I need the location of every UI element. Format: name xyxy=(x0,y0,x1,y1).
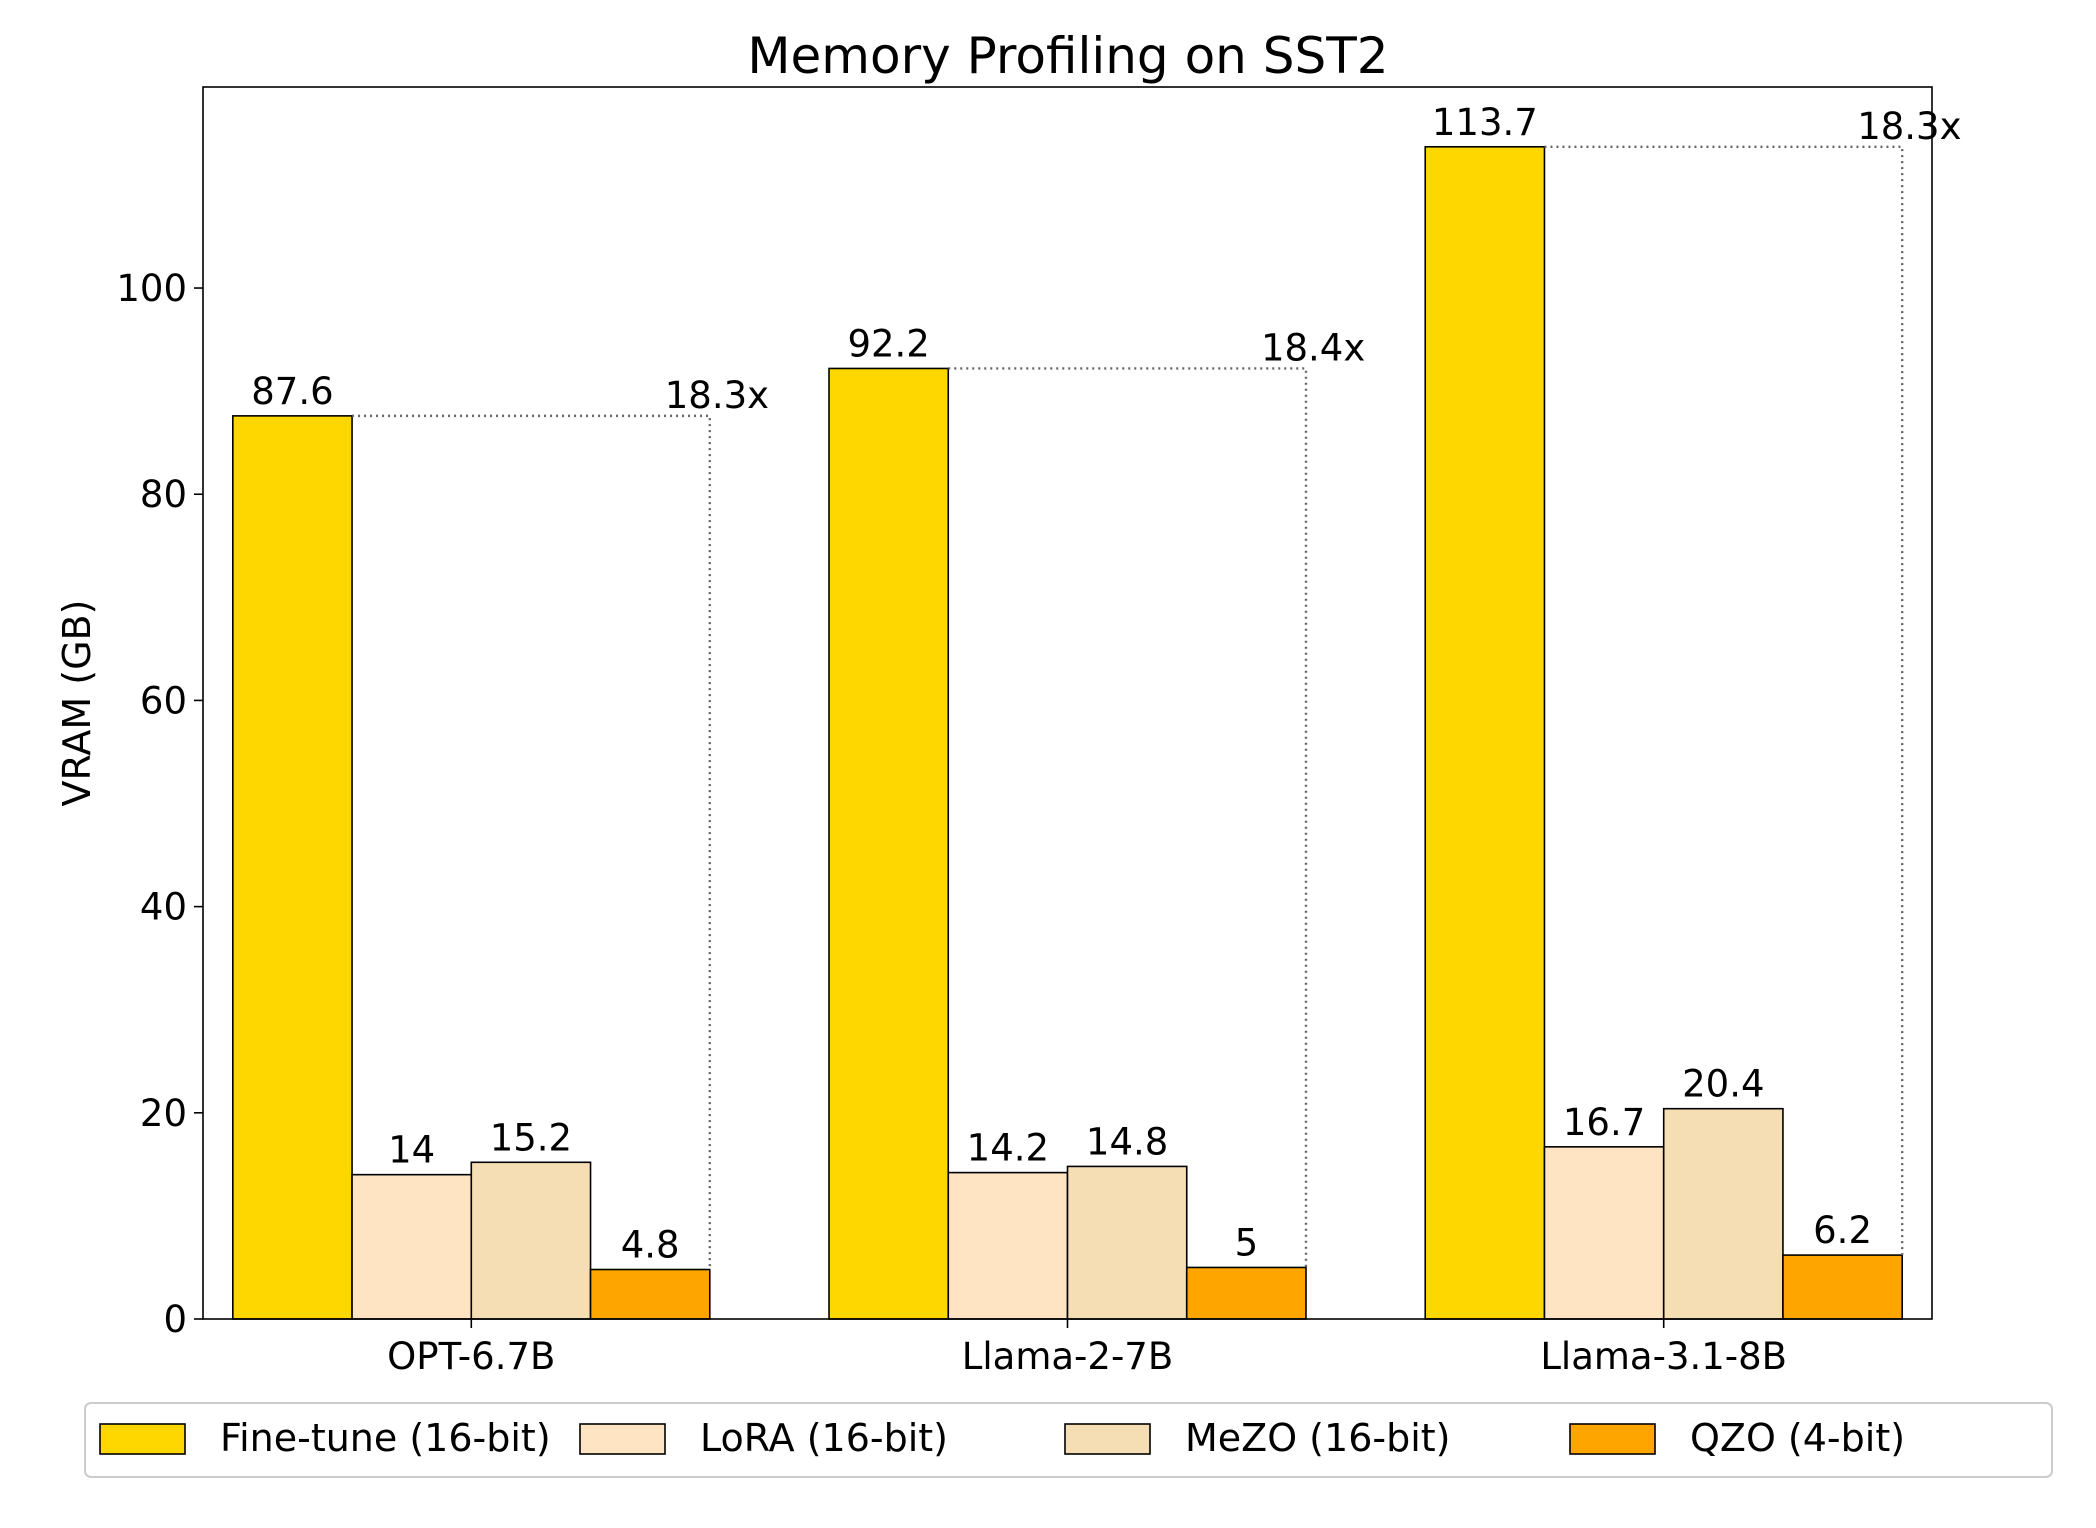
x-tick-label: OPT-6.7B xyxy=(387,1335,555,1378)
legend-swatch xyxy=(1064,1423,1151,1455)
bar-value-label: 14 xyxy=(388,1129,435,1172)
bar-value-label: 6.2 xyxy=(1813,1209,1872,1252)
bar-value-label: 14.2 xyxy=(967,1127,1049,1170)
bar-value-label: 16.7 xyxy=(1563,1101,1645,1144)
bar-value-label: 15.2 xyxy=(490,1116,572,1159)
bar xyxy=(1066,1165,1188,1320)
ratio-annotation: 18.4x xyxy=(1261,326,1365,369)
bar-value-label: 92.2 xyxy=(847,322,929,365)
bar xyxy=(232,415,353,1320)
bar-value-label: 5 xyxy=(1235,1221,1259,1264)
legend-label: MeZO (16-bit) xyxy=(1185,1416,1450,1460)
ratio-annotation: 18.3x xyxy=(1857,105,1961,148)
ratio-annotation: 18.3x xyxy=(665,374,769,417)
x-axis: OPT-6.7B Llama-2-7B Llama-3.1-8B xyxy=(387,1319,1787,1378)
bar xyxy=(351,1173,473,1320)
legend-label: LoRA (16-bit) xyxy=(700,1416,948,1460)
legend-swatch xyxy=(579,1423,666,1455)
bar xyxy=(1543,1146,1665,1320)
x-tick-label: Llama-3.1-8B xyxy=(1540,1335,1787,1378)
bar-value-label: 14.8 xyxy=(1086,1120,1168,1163)
y-tick-label: 40 xyxy=(140,886,187,929)
bar xyxy=(947,1171,1069,1320)
annotations-layer: 18.3x 18.4x 18.3x xyxy=(352,105,1961,1270)
legend-swatch xyxy=(99,1423,186,1455)
y-axis: 0 20 40 60 80 100 xyxy=(116,267,203,1341)
y-tick-label: 60 xyxy=(140,679,187,722)
y-tick-label: 20 xyxy=(140,1092,187,1135)
bar xyxy=(1424,145,1546,1320)
bar-value-label: 113.7 xyxy=(1432,101,1538,144)
bar-value-label: 4.8 xyxy=(621,1224,680,1267)
x-tick-label: Llama-2-7B xyxy=(962,1335,1173,1378)
bars-layer: 87.6 14 15.2 4.8 92.2 14.2 14.8 5 113.7 16.7 20.4 6… xyxy=(232,101,1903,1320)
bar xyxy=(1185,1266,1307,1320)
bar xyxy=(589,1268,711,1320)
y-tick-label: 100 xyxy=(116,267,187,310)
bar xyxy=(1782,1254,1903,1320)
y-tick-label: 0 xyxy=(163,1298,187,1341)
y-axis-label: VRAM (GB) xyxy=(55,600,99,807)
legend-swatch xyxy=(1569,1423,1656,1455)
bar-value-label: 20.4 xyxy=(1682,1063,1764,1106)
bar xyxy=(470,1161,592,1320)
bar xyxy=(1662,1107,1784,1320)
y-tick-label: 80 xyxy=(140,473,187,516)
chart-title: Memory Profiling on SST2 xyxy=(747,27,1388,85)
bar-value-label: 87.6 xyxy=(251,370,333,413)
bar xyxy=(828,367,950,1320)
legend-label: QZO (4-bit) xyxy=(1690,1416,1905,1460)
legend: Fine-tune (16-bit) LoRA (16-bit) MeZO (16-… xyxy=(84,1402,2053,1478)
legend-label: Fine-tune (16-bit) xyxy=(220,1416,551,1460)
